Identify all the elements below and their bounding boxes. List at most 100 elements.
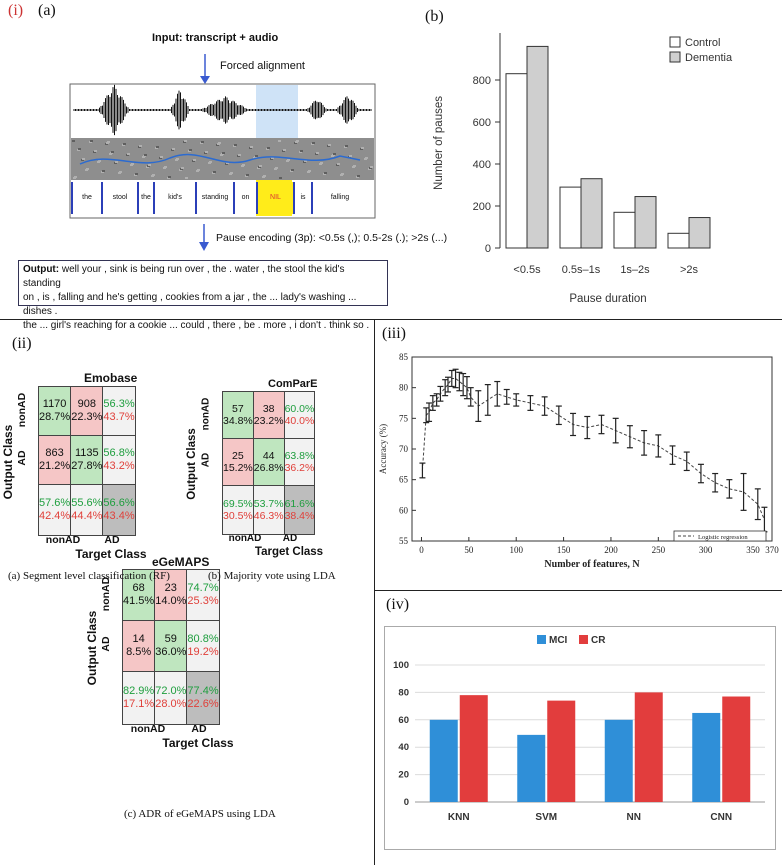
col-label-ad: AD bbox=[191, 723, 207, 735]
compare-cell-2-2: 61.6% 38.4% bbox=[283, 485, 316, 535]
bar-control bbox=[505, 73, 528, 249]
emobase-cell-0-2: 56.3% 43.7% bbox=[102, 386, 136, 436]
cell-secondary: 30.5% bbox=[223, 510, 253, 522]
error-bar bbox=[655, 434, 662, 458]
cell-primary: 77.4% bbox=[187, 685, 219, 698]
accuracy-vs-features-chart: 55 60 65 70 75 80 85 0 50 100 150 200 250 300 350 370 Lo… bbox=[378, 352, 779, 570]
cell-primary: 68 bbox=[132, 582, 145, 595]
row-label-ad: AD bbox=[200, 452, 212, 468]
cell-primary: 38 bbox=[262, 402, 275, 415]
col-label-nonad: nonAD bbox=[130, 723, 166, 735]
separator-top bbox=[0, 319, 782, 320]
cell-primary: 69.5% bbox=[223, 497, 253, 510]
cell-secondary: 44.4% bbox=[71, 510, 103, 522]
error-bar bbox=[463, 376, 470, 400]
bar-mci bbox=[429, 719, 458, 802]
error-bar bbox=[437, 385, 444, 402]
output-box: Output: well your , sink is being run ov… bbox=[18, 260, 388, 331]
cell-secondary: 17.1% bbox=[123, 698, 155, 710]
error-bar bbox=[598, 414, 605, 435]
cell-secondary: 43.7% bbox=[103, 411, 135, 423]
bar-dementia bbox=[634, 196, 657, 249]
pause-encoding-caption: Pause encoding (3p): <0.5s (,); 0.5-2s (… bbox=[216, 232, 448, 244]
panel-label-iv: (iv) bbox=[386, 596, 410, 613]
compare-cell-1-1: 44 26.8% bbox=[252, 438, 285, 486]
error-bar bbox=[419, 462, 426, 479]
bar-mci bbox=[517, 734, 546, 802]
legend-label-control: Control bbox=[685, 37, 720, 49]
error-bar bbox=[423, 407, 430, 424]
compare-cell-0-2: 60.0% 40.0% bbox=[283, 391, 316, 439]
output-class-label: Output Class bbox=[1, 424, 15, 500]
cell-primary: 72.0% bbox=[155, 685, 187, 698]
word-label: NIL bbox=[270, 194, 281, 201]
separator-right bbox=[374, 590, 782, 591]
row-label-nonad: nonAD bbox=[16, 392, 28, 428]
cell-secondary: 28.0% bbox=[155, 698, 187, 710]
word-cell-0: the bbox=[71, 182, 101, 214]
y-tick-label: 200 bbox=[473, 201, 491, 213]
y-tick-label: 600 bbox=[473, 117, 491, 129]
error-bar bbox=[584, 415, 591, 440]
cell-secondary: 19.2% bbox=[187, 646, 219, 658]
panel-label-a: (a) bbox=[38, 2, 56, 19]
x-tick-label: 250 bbox=[652, 545, 666, 555]
error-bar bbox=[570, 412, 577, 437]
panel-label-iii: (iii) bbox=[382, 325, 406, 342]
bar-dementia bbox=[526, 45, 549, 249]
compare-cell-1-2: 63.8% 36.2% bbox=[283, 438, 316, 486]
egemaps-cell-0-0: 68 41.5% bbox=[121, 569, 156, 621]
legend-label: Logistic regression bbox=[698, 534, 748, 541]
cell-secondary: 28.7% bbox=[39, 411, 71, 423]
cell-primary: 908 bbox=[77, 398, 96, 411]
cell-secondary: 36.2% bbox=[284, 462, 315, 474]
cell-secondary: 22.6% bbox=[187, 698, 219, 710]
row-label-ad: AD bbox=[16, 450, 28, 466]
panel-label-b: (b) bbox=[425, 8, 444, 25]
error-bar bbox=[555, 405, 562, 426]
x-tick-label: <0.5s bbox=[513, 264, 541, 276]
error-bar bbox=[448, 369, 455, 388]
cell-primary: 57 bbox=[232, 402, 244, 415]
emobase-cell-1-0: 863 21.2% bbox=[37, 435, 72, 485]
separator-vertical bbox=[374, 319, 375, 865]
emobase-title: Emobase bbox=[84, 371, 138, 385]
y-tick-label: 100 bbox=[393, 660, 409, 671]
cell-primary: 55.6% bbox=[71, 497, 103, 510]
x-axis-label: Pause duration bbox=[569, 293, 646, 305]
col-label-nonad: nonAD bbox=[228, 533, 262, 544]
input-caption: Input: transcript + audio bbox=[152, 32, 279, 44]
egemaps-table: 68 41.5% 23 14.0% 74.7% 25.3% 14 8.5% 59 36.0% 80.… bbox=[121, 569, 220, 725]
cell-primary: 56.8% bbox=[103, 447, 135, 460]
error-bar bbox=[669, 445, 676, 465]
y-tick-label: 85 bbox=[399, 352, 409, 362]
y-tick-label: 80 bbox=[399, 383, 409, 393]
y-tick-label: 0 bbox=[485, 243, 491, 255]
legend-label-mci: MCI bbox=[549, 635, 568, 646]
cell-primary: 57.6% bbox=[39, 497, 71, 510]
compare-cell-0-0: 57 34.8% bbox=[222, 391, 254, 439]
legend-swatch-dementia bbox=[669, 51, 681, 63]
y-tick-label: 400 bbox=[473, 159, 491, 171]
error-bar bbox=[541, 396, 548, 416]
bar-dementia bbox=[688, 217, 711, 249]
x-tick-label: 0.5s–1s bbox=[562, 264, 601, 276]
word-cell-8: falling bbox=[311, 182, 367, 214]
emobase-cell-1-1: 1135 27.8% bbox=[70, 435, 104, 485]
cell-primary: 59 bbox=[164, 633, 177, 646]
cell-secondary: 15.2% bbox=[223, 462, 253, 474]
cell-primary: 82.9% bbox=[123, 685, 155, 698]
legend-label-dementia: Dementia bbox=[685, 52, 733, 64]
cell-primary: 56.3% bbox=[103, 398, 135, 411]
compare-cell-2-1: 53.7% 46.3% bbox=[252, 485, 285, 535]
y-axis-label: Number of pauses bbox=[433, 96, 445, 190]
cell-secondary: 40.0% bbox=[284, 415, 315, 427]
output-line-2: on , is , falling and he's getting , coo… bbox=[23, 292, 357, 317]
x-tick-label: 50 bbox=[464, 545, 474, 555]
cell-secondary: 41.5% bbox=[123, 595, 155, 607]
cell-secondary: 46.3% bbox=[253, 510, 284, 522]
egemaps-cell-1-2: 80.8% 19.2% bbox=[186, 620, 220, 672]
x-tick-label: >2s bbox=[680, 264, 699, 276]
col-label-ad: AD bbox=[104, 534, 120, 546]
word-cell-1: stool bbox=[101, 182, 137, 214]
